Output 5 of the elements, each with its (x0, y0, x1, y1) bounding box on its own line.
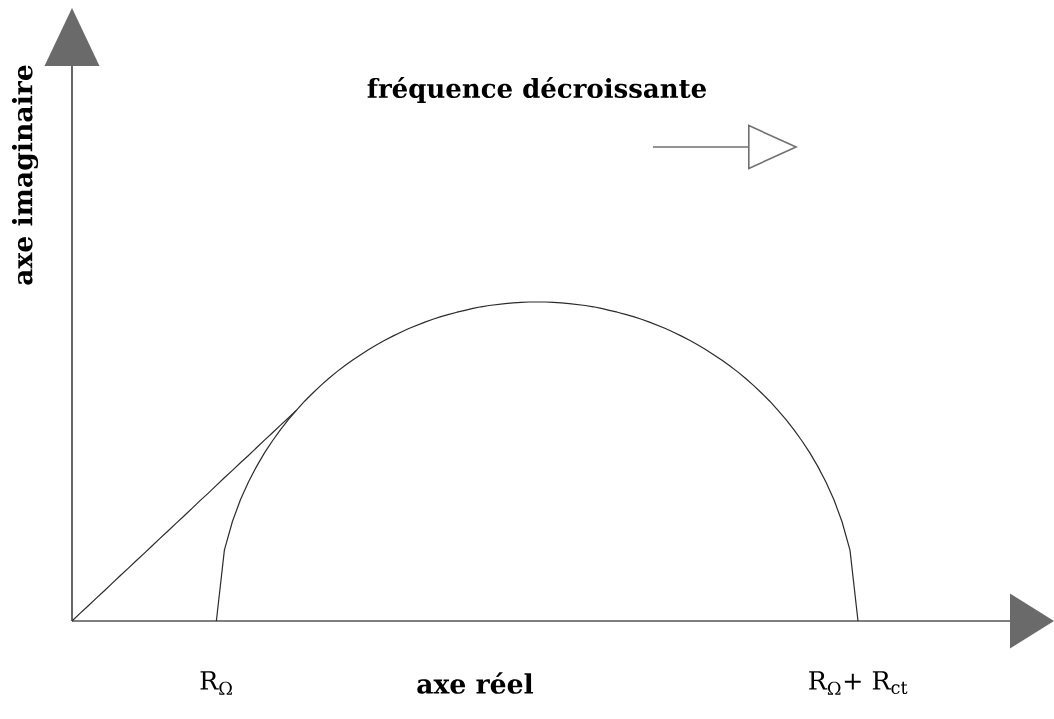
text: fréquence décroissante (367, 76, 706, 104)
y-axis-title: axe imaginaire (11, 65, 39, 285)
x-tick-label: R$_{Ω}$+ R$_{ct}$ (809, 671, 908, 695)
x-tick-label: R$_{Ω}$ (200, 671, 232, 695)
x-axis-title: axe réel (417, 672, 534, 694)
